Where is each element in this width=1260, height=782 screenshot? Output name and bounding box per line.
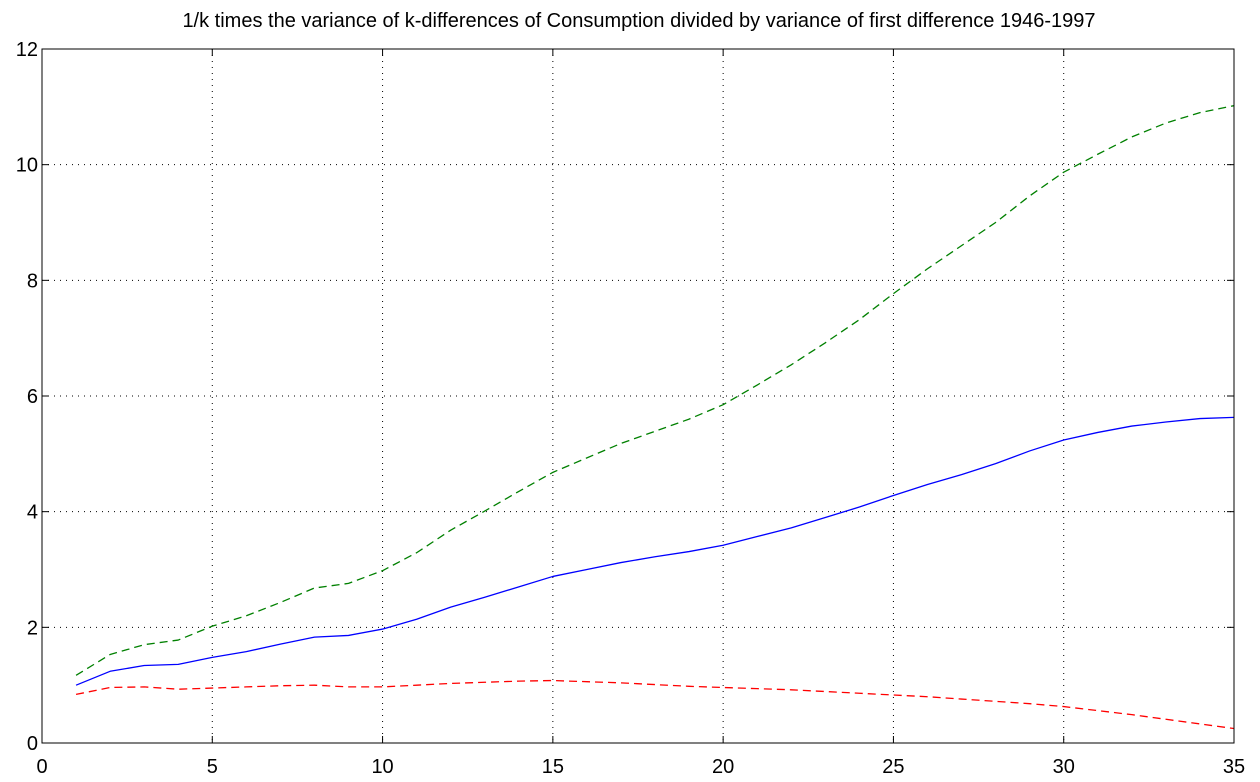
series-line-3 (75, 679, 1235, 730)
series-lines (75, 105, 1235, 730)
x-tick-label: 30 (1053, 756, 1075, 778)
x-tick-label: 20 (712, 756, 734, 778)
x-axis-tick-labels: 0 5 10 15 20 25 30 35 (36, 756, 1245, 778)
axis-ticks (41, 48, 1235, 744)
x-tick-label: 5 (207, 756, 218, 778)
y-tick-label: 6 (27, 386, 38, 408)
y-tick-label: 12 (16, 39, 38, 61)
x-tick-label: 10 (371, 756, 393, 778)
x-tick-label: 0 (36, 756, 47, 778)
y-tick-label: 10 (16, 155, 38, 177)
y-tick-label: 4 (27, 502, 38, 524)
series-line-1 (75, 416, 1235, 686)
y-tick-label: 2 (27, 617, 38, 639)
chart-title: 1/k times the variance of k-differences … (182, 10, 1095, 32)
x-tick-label: 35 (1223, 756, 1245, 778)
x-tick-label: 15 (542, 756, 564, 778)
y-tick-label: 0 (27, 733, 38, 755)
y-axis-tick-labels: 0 2 4 6 8 10 12 (16, 39, 38, 755)
y-tick-label: 8 (27, 270, 38, 292)
grid-lines (42, 49, 1234, 743)
x-tick-label: 25 (882, 756, 904, 778)
